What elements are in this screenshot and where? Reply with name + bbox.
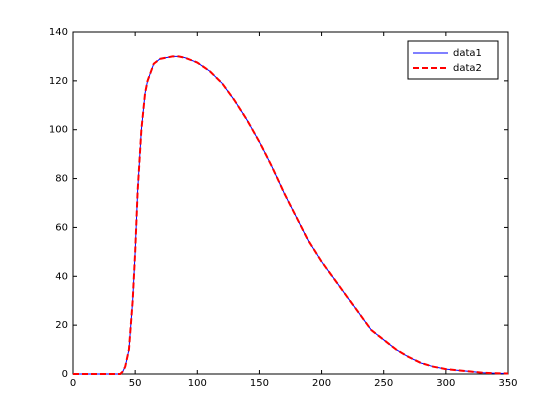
y-tick-label: 140	[49, 27, 68, 38]
y-tick-label: 60	[55, 222, 68, 233]
y-tick-label: 20	[55, 320, 68, 331]
y-tick-label: 0	[62, 369, 68, 380]
x-tick-label: 300	[436, 378, 455, 389]
x-tick-label: 200	[312, 378, 331, 389]
x-tick-label: 150	[250, 378, 269, 389]
y-tick-label: 100	[49, 125, 68, 136]
data-line	[73, 55, 509, 375]
legend: data1 data2	[407, 40, 499, 80]
legend-box	[407, 40, 499, 80]
x-tick-label: 50	[129, 378, 142, 389]
y-tick-label: 120	[49, 76, 68, 87]
y-tick-label: 80	[55, 174, 68, 185]
x-tick-label: 100	[188, 378, 207, 389]
x-tick-label: 250	[374, 378, 393, 389]
legend-label: data1	[453, 48, 482, 59]
x-tick-label: 350	[498, 378, 517, 389]
plot-area	[72, 31, 509, 375]
x-tick-label: 0	[70, 378, 76, 389]
legend-label: data2	[453, 63, 482, 74]
y-tick-label: 40	[55, 271, 68, 282]
